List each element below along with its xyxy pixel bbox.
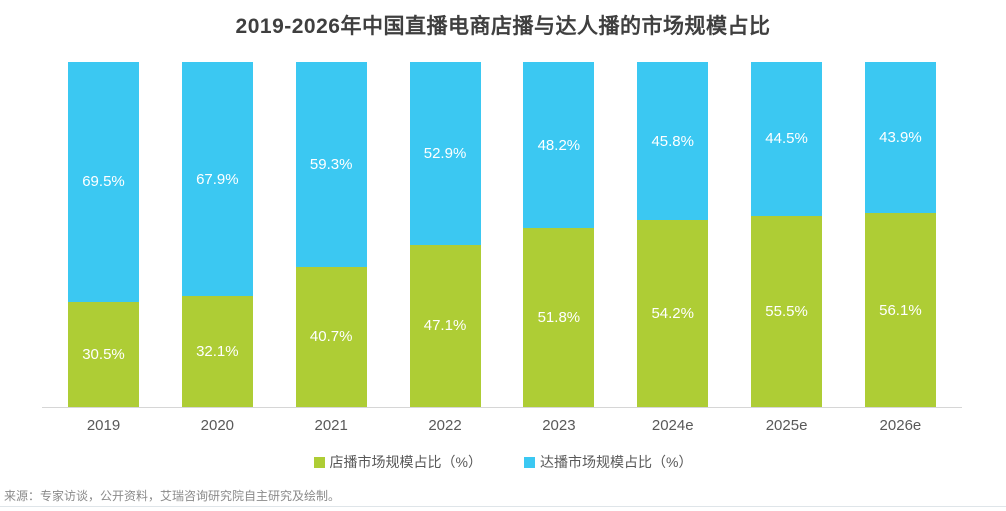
x-axis-label: 2023 <box>542 417 576 434</box>
value-label: 59.3% <box>309 155 353 173</box>
store-segment: 51.8% <box>523 228 595 407</box>
influencer-segment: 52.9% <box>409 62 481 245</box>
x-axis-label: 2024e <box>651 417 694 434</box>
source-note: 来源：专家访谈，公开资料，艾瑞咨询研究院自主研究及绘制。 <box>4 489 341 503</box>
stacked-bar-2024e: 45.8% 54.2% <box>637 62 709 407</box>
store-legend-swatch <box>313 456 325 468</box>
value-label: 47.1% <box>423 317 467 335</box>
influencer-segment: 44.5% <box>751 62 823 216</box>
influencer-segment: 48.2% <box>523 62 595 229</box>
legend-item-influencer: 达播市场规模占比（%） <box>524 452 692 472</box>
stacked-bar-2020: 67.9% 32.1% <box>181 62 253 407</box>
x-axis-label: 2019 <box>86 417 121 434</box>
stacked-bar-2026e: 43.9% 56.1% <box>864 62 936 407</box>
store-segment: 40.7% <box>295 266 367 407</box>
chart-title: 2019-2026年中国直播电商店播与达人播的市场规模占比 <box>235 15 771 38</box>
influencer-segment: 67.9% <box>181 62 253 297</box>
stacked-bar-2025e: 44.5% 55.5% <box>751 62 823 407</box>
store-segment: 54.2% <box>637 220 709 407</box>
chart-legend: 店播市场规模占比（%） 达播市场规模占比（%） <box>0 452 1006 472</box>
x-axis-label: 2025e <box>765 417 808 434</box>
legend-item-store: 店播市场规模占比（%） <box>313 452 482 472</box>
value-label: 56.1% <box>879 301 922 319</box>
influencer-legend-label: 达播市场规模占比（%） <box>540 454 693 470</box>
influencer-segment: 59.3% <box>295 62 367 267</box>
value-label: 69.5% <box>82 173 125 191</box>
value-label: 52.9% <box>423 144 467 162</box>
influencer-legend-swatch <box>524 456 535 468</box>
value-label: 43.9% <box>879 129 922 147</box>
stacked-bar-2019: 69.5% 30.5% <box>68 62 139 407</box>
xlabels-row: 2019 2020 2021 2022 2023 2024e 2025e 2026e <box>42 417 962 434</box>
value-label: 67.9% <box>196 170 239 188</box>
influencer-segment: 45.8% <box>637 62 709 220</box>
bottom-divider <box>0 506 1006 507</box>
x-axis-label: 2021 <box>314 417 348 434</box>
value-label: 48.2% <box>537 136 581 154</box>
value-label: 40.7% <box>309 328 353 346</box>
store-segment: 30.5% <box>68 301 139 407</box>
value-label: 51.8% <box>537 309 581 327</box>
store-segment: 56.1% <box>864 213 936 407</box>
stacked-bar-2023: 48.2% 51.8% <box>523 62 595 407</box>
value-label: 32.1% <box>196 343 239 361</box>
value-label: 55.5% <box>765 302 808 320</box>
x-axis-label: 2026e <box>879 417 922 434</box>
stacked-bar-2021: 59.3% 40.7% <box>295 62 367 407</box>
value-label: 54.2% <box>651 304 694 322</box>
stacked-bar-2022: 52.9% 47.1% <box>409 62 481 407</box>
store-legend-label: 店播市场规模占比（%） <box>329 454 482 470</box>
x-axis-label: 2022 <box>428 417 462 434</box>
value-label: 45.8% <box>651 132 694 150</box>
value-label: 30.5% <box>82 345 125 363</box>
influencer-segment: 69.5% <box>68 62 139 302</box>
influencer-segment: 43.9% <box>864 62 936 214</box>
stacked-bar-chart: 69.5% 30.5% 67.9% 32.1% 59.3% 40.7% 52.9% 47.1%… <box>42 62 962 434</box>
store-segment: 55.5% <box>751 215 823 407</box>
bars-row: 69.5% 30.5% 67.9% 32.1% 59.3% 40.7% 52.9% 47.1%… <box>42 62 962 408</box>
value-label: 44.5% <box>765 130 808 148</box>
store-segment: 32.1% <box>181 296 253 407</box>
x-axis-label: 2020 <box>200 417 235 434</box>
store-segment: 47.1% <box>409 244 481 407</box>
